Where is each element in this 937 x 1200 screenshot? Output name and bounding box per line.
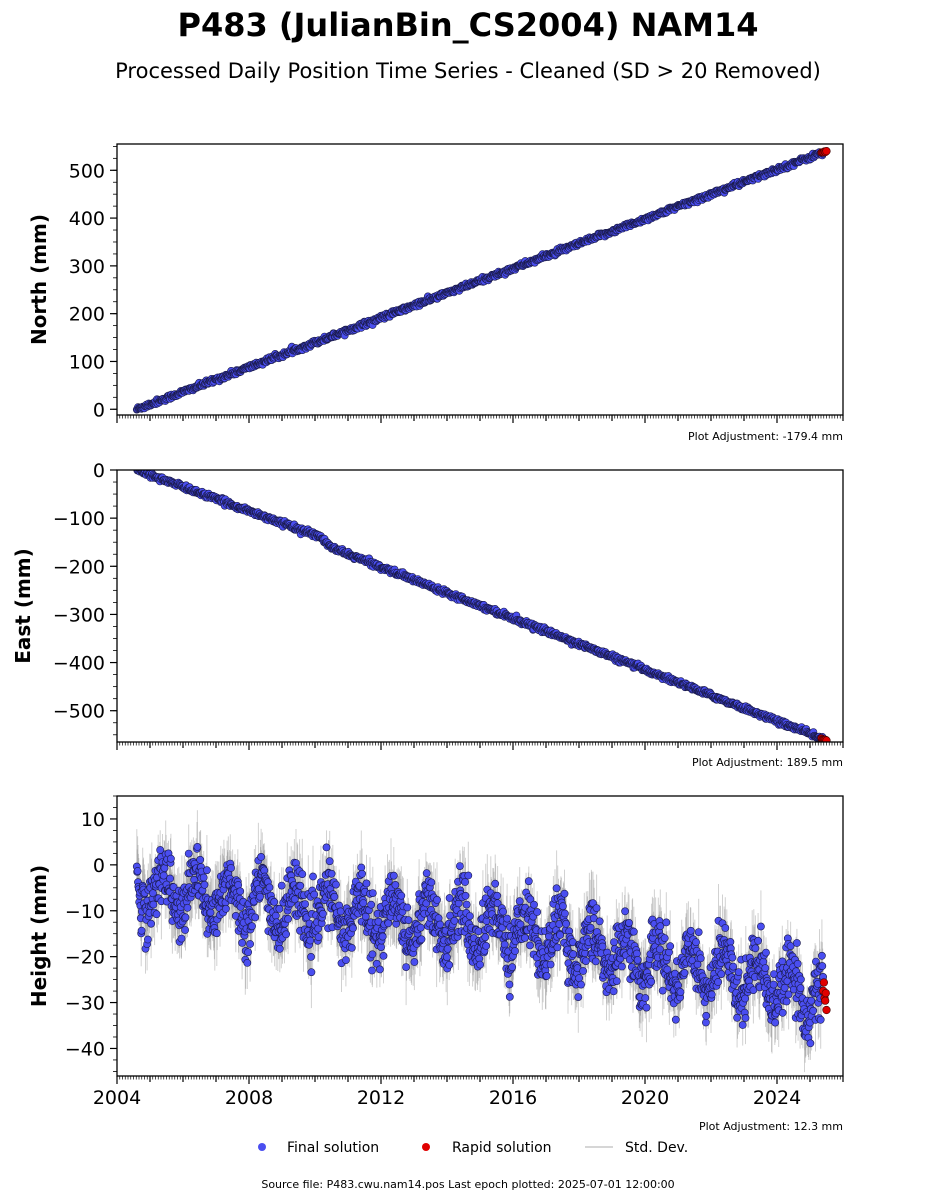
y-tick-label: −400 — [53, 653, 105, 675]
north-y-axis-label: North (mm) — [27, 214, 51, 345]
east-x-axis — [116, 742, 844, 750]
y-tick-label: −500 — [53, 701, 105, 723]
y-tick-label: −200 — [53, 556, 105, 578]
y-tick-label: −100 — [53, 508, 105, 530]
north-rapid-points — [817, 147, 831, 157]
y-tick-label: 300 — [69, 256, 105, 278]
y-tick-label: 200 — [69, 304, 105, 326]
y-tick-label: 0 — [93, 460, 105, 482]
y-tick-label: 100 — [69, 351, 105, 373]
east-final-points — [133, 470, 827, 742]
y-tick-label: 400 — [69, 208, 105, 230]
north-plot-adjustment: Plot Adjustment: -179.4 mm — [688, 430, 843, 443]
chart-title: P483 (JulianBin_CS2004) NAM14 — [177, 6, 758, 44]
y-tick-label: 0 — [93, 399, 105, 421]
y-tick-label: 500 — [69, 160, 105, 182]
east-y-axis: 0 −100 −200 −300 −400 −500 — [53, 460, 117, 736]
east-data-marks — [133, 470, 831, 742]
y-tick-label: −300 — [53, 604, 105, 626]
east-rapid-points — [817, 734, 831, 742]
north-data-marks — [132, 147, 831, 414]
chart-subtitle: Processed Daily Position Time Series - C… — [115, 59, 821, 83]
north-final-points — [132, 148, 827, 414]
north-x-axis — [116, 415, 844, 423]
north-y-axis: 0 100 200 300 400 500 — [69, 145, 117, 421]
rapid-point — [822, 736, 831, 742]
rapid-point — [822, 147, 831, 156]
north-panel: 0 100 200 300 400 500 North (mm) Plot Adjustmen… — [27, 143, 844, 443]
